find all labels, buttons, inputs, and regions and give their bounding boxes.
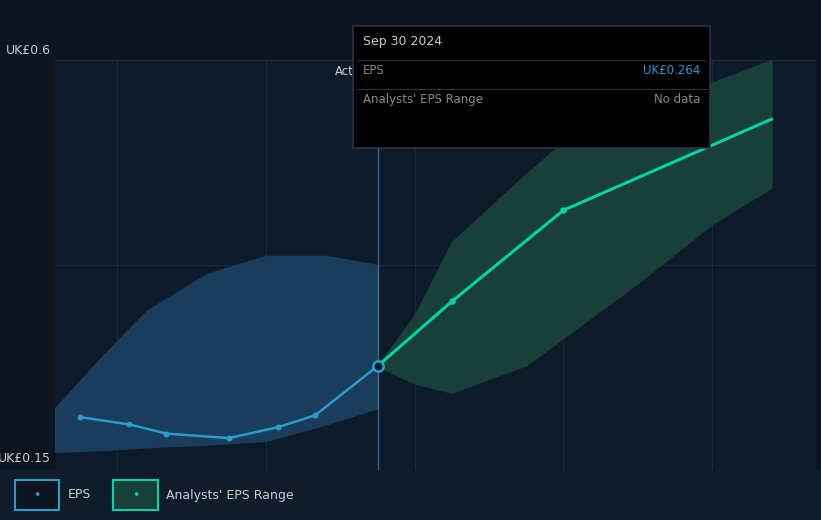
Text: UK£0.6: UK£0.6 [6,44,51,57]
Point [557,206,570,214]
Text: No data: No data [654,93,700,106]
Text: Actual: Actual [335,64,372,77]
Text: Sep 30 2024: Sep 30 2024 [363,35,442,48]
Text: Analysts' EPS Range: Analysts' EPS Range [363,93,483,106]
Text: UK£0.264: UK£0.264 [643,64,700,77]
Text: UK£0.15: UK£0.15 [0,452,51,465]
Point [371,362,384,370]
Point [309,411,322,420]
Text: •: • [34,488,40,501]
Point [272,423,285,431]
Point [74,413,87,421]
Text: Analysts Forecasts: Analysts Forecasts [383,64,493,77]
Text: EPS: EPS [363,64,384,77]
Point [222,434,236,443]
Point [123,420,136,428]
Text: •: • [132,488,139,501]
Text: Analysts' EPS Range: Analysts' EPS Range [166,488,293,501]
Point [160,430,173,438]
Point [445,297,458,306]
Text: EPS: EPS [67,488,90,501]
